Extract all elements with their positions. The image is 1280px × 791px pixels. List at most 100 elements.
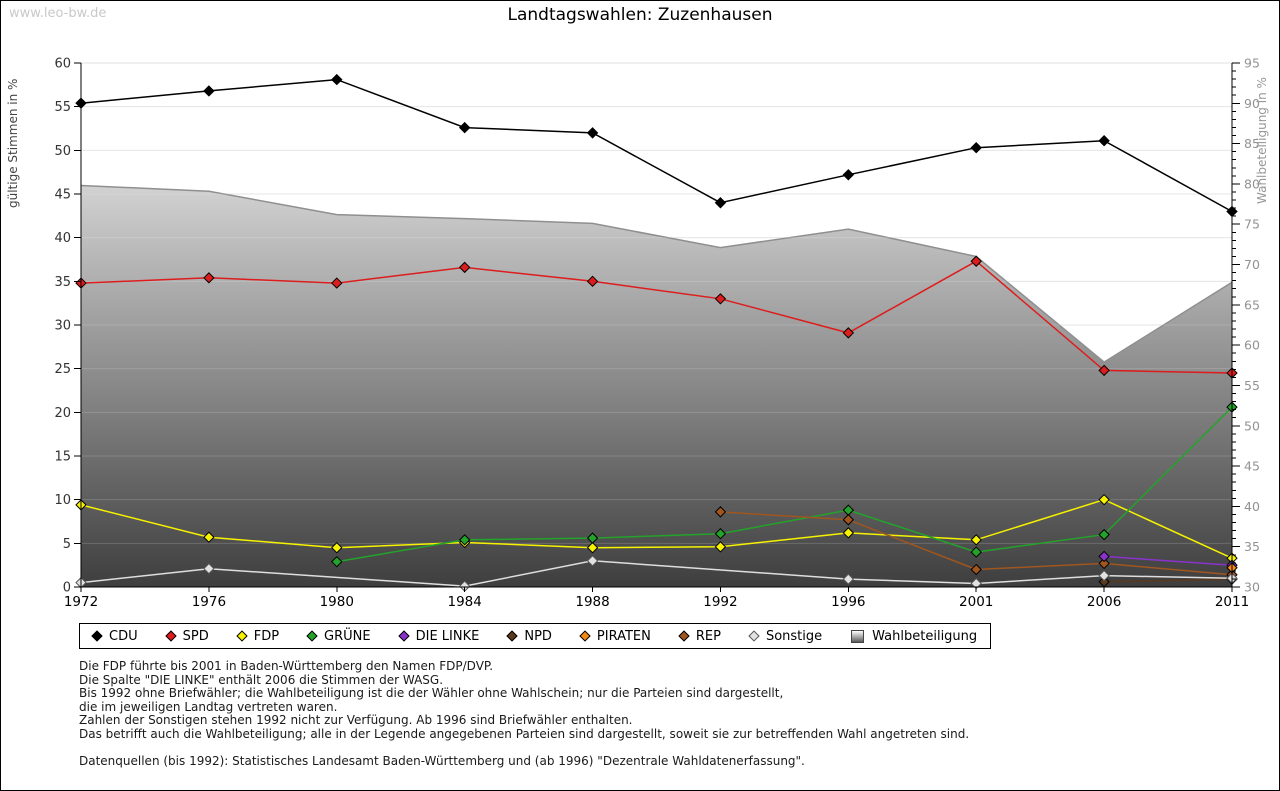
left-tick-label: 45 [54,188,71,203]
legend-label-piraten: PIRATEN [596,628,651,644]
data-point-rep [714,506,727,518]
left-tick-label: 60 [54,57,71,72]
x-tick-label: 1988 [575,594,609,610]
data-point-fdp [970,534,982,546]
footnote-line: Die Spalte "DIE LINKE" enthält 2006 die … [79,672,444,687]
data-point-cdu [586,127,599,139]
left-tick-label: 20 [54,406,71,421]
chart-canvas: 0 5 10 15 20 25 30 35 40 45 50 55 60 30 35 40 45 50 55 60 65… [54,56,1259,611]
x-tick-label: 1980 [320,594,354,610]
legend-label-wahlbeteiligung: Wahlbeteiligung [872,628,978,644]
left-tick-label: 0 [63,581,71,596]
left-tick-label: 50 [54,144,71,159]
piraten-marker-icon [579,630,591,642]
right-tick-label: 60 [1244,338,1260,353]
data-point-cdu [842,169,855,181]
series-line-die-linke [1104,555,1233,566]
axes [74,62,1240,592]
data-point-cdu [458,121,471,134]
series-rep [714,506,1238,581]
legend-label-sonstige: Sonstige [765,628,823,644]
legend-item-fdp: FDP [236,628,280,644]
left-tick-label: 10 [54,493,71,508]
data-point-fdp [1098,493,1110,506]
legend-item-npd: NPD [506,629,552,644]
left-tick-label: 30 [54,319,71,334]
x-tick-label: 1992 [703,594,737,610]
legend-item-spd: SPD [164,628,209,644]
legend-label-fdp: FDP [253,628,280,644]
legend-item-cdu: CDU [91,629,138,644]
series-line-sonstige [80,560,1233,587]
data-point-die-linke [1098,550,1110,563]
turnout-swatch-icon [851,629,865,643]
page-title: Landtagswahlen: Zuzenhausen [507,5,773,25]
series-line-spd [80,260,1233,374]
series-line-npd [1104,578,1233,583]
data-point-spd [203,272,215,284]
data-point-cdu [970,142,982,154]
right-tick-label: 90 [1244,96,1260,111]
right-tick-label: 50 [1244,418,1260,433]
right-tick-label: 40 [1244,499,1260,514]
x-tick-label: 2006 [1087,594,1121,610]
left-tick-label: 55 [54,100,71,115]
data-point-gr-ne [586,532,599,544]
data-point-rep [970,563,982,576]
right-tick-label: 70 [1244,257,1260,272]
data-point-spd [331,277,343,289]
data-point-spd [970,255,982,267]
right-tick-label: 35 [1244,539,1260,554]
data-point-spd [1098,364,1110,377]
footnote-line: Das betrifft auch die Wahlbeteiligung; a… [79,726,970,741]
legend-label-spd: SPD [182,628,209,644]
legend-item-die-linke: DIE LINKE [397,628,480,644]
left-tick-label: 5 [63,537,71,552]
right-tick-label: 75 [1244,217,1260,232]
right-tick-label: 65 [1244,297,1260,312]
data-point-spd [586,275,599,288]
data-point-fdp [714,541,727,553]
legend-label-gr-ne: GRÜNE [324,628,371,644]
left-tick-label: 35 [54,275,71,290]
npd-marker-icon [506,630,519,642]
right-tick-label: 45 [1244,459,1260,474]
left-tick-label: 40 [54,231,71,246]
sonstige-marker-icon [748,630,760,642]
watermark: www.leo-bw.de [9,6,107,21]
legend-item-rep: REP [678,628,721,644]
footnote-line: Bis 1992 ohne Briefwähler; die Wahlbetei… [79,686,784,700]
legend-label-rep: REP [695,628,721,644]
legend-item-wahlbeteiligung: Wahlbeteiligung [851,629,977,644]
data-point-rep [1098,557,1110,570]
footnote-lines: Die FDP führte bis 2001 in Baden-Württem… [79,659,970,741]
data-point-cdu [1098,135,1110,147]
legend-label-die-linke: DIE LINKE [415,628,480,644]
x-tick-label: 2001 [959,594,993,610]
right-tick-label: 30 [1244,580,1260,595]
spd-marker-icon [164,630,177,642]
right-tick-label: 95 [1244,56,1260,71]
cdu-marker-icon [91,630,103,642]
data-point-fdp [203,531,215,543]
fdp-marker-icon [236,630,248,642]
series-line-gr-ne [336,406,1233,563]
series-sonstige [75,555,1238,592]
die-linke-marker-icon [397,630,410,642]
x-tick-label: 1996 [831,594,865,610]
data-point-gr-ne [1098,528,1110,541]
right-tick-label: 80 [1244,176,1260,191]
axis-labels: 0 5 10 15 20 25 30 35 40 45 50 55 60 30 35 40 45 50 55 60 65… [54,56,1259,611]
data-point-fdp [331,541,343,554]
data-point-gr-ne [970,546,982,558]
data-point-sonstige [1098,569,1110,582]
footnote-line: die im jeweiligen Landtag vertreten ware… [79,699,338,714]
data-point-sonstige [586,555,599,567]
right-tick-label: 55 [1244,378,1260,393]
footnotes-block: Die FDP führte bis 2001 in Baden-Württem… [79,659,970,769]
data-point-cdu [331,73,343,86]
chart-legend: CDU SPD FDP GRÜNE DIE LINKE NPD PIRATEN REP Sons… [79,623,992,649]
data-point-sonstige [203,562,215,575]
wahlbeteiligung-area [81,185,1232,587]
